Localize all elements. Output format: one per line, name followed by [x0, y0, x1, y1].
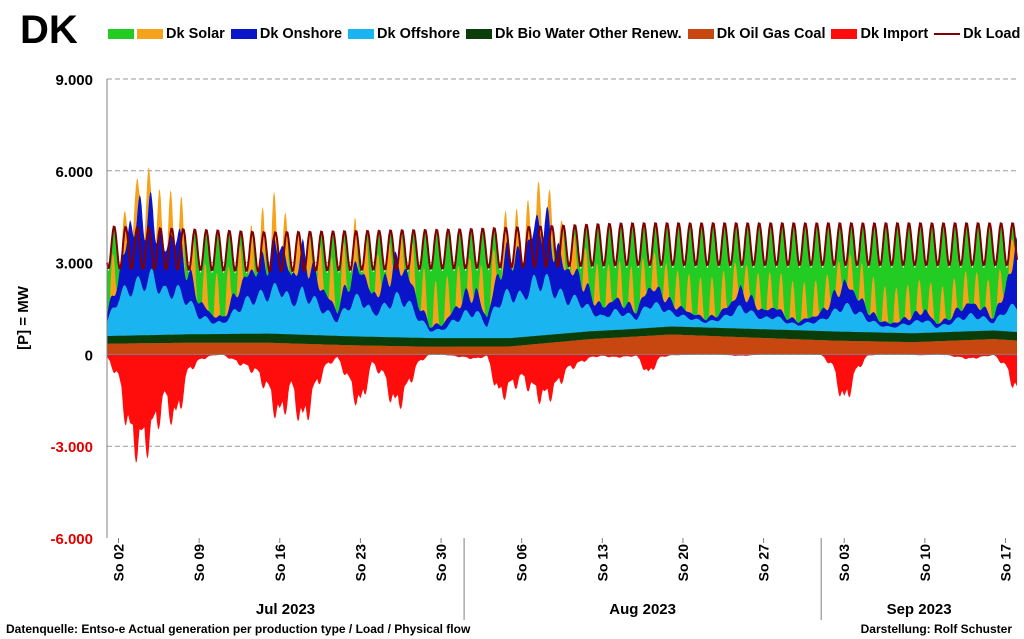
- legend-label-fossil: Dk Oil Gas Coal: [716, 26, 826, 42]
- source-note: Datenquelle: Entso-e Actual generation p…: [6, 622, 471, 636]
- line-load: [106, 222, 1018, 273]
- x-tick-label: So 09: [191, 544, 207, 582]
- legend-label-offshore: Dk Offshore: [377, 26, 461, 42]
- legend-item-load: Dk Load: [934, 26, 1020, 42]
- month-label: Aug 2023: [609, 601, 676, 618]
- month-label: Sep 2023: [887, 601, 952, 618]
- area-import: [107, 354, 1017, 463]
- x-tick-label: So 27: [756, 544, 772, 582]
- legend-swatch-solar: [137, 29, 163, 39]
- x-tick-label: So 10: [917, 544, 933, 582]
- y-tick-label: 9.000: [55, 72, 93, 89]
- y-tick-label: -3.000: [50, 439, 93, 456]
- legend: Dk Solar Dk Onshore Dk Offshore Dk Bio W…: [108, 26, 1024, 42]
- y-axis-label: [P] = MW: [15, 285, 32, 350]
- axes: 9.000 6.000 3.000 0 -3.000 -6.000 So 02 So 09 So…: [50, 72, 1017, 620]
- area-fossil: [107, 334, 1017, 355]
- y-tick-label: 0: [85, 347, 93, 364]
- legend-label-onshore: Dk Onshore: [259, 26, 343, 42]
- y-tick-label: 6.000: [55, 164, 93, 181]
- x-tick-label: So 16: [272, 544, 288, 582]
- area-series: [107, 168, 1017, 463]
- legend-label-import: Dk Import: [860, 26, 929, 42]
- x-tick-label: So 06: [514, 544, 530, 582]
- credit-note: Darstellung: Rolf Schuster: [860, 622, 1012, 636]
- x-tick-label: So 30: [433, 544, 449, 582]
- legend-swatch-green-fill: [108, 29, 134, 39]
- area-solar: [107, 168, 1017, 328]
- legend-swatch-bio: [466, 29, 493, 39]
- legend-label-solar: Dk Solar: [166, 26, 225, 42]
- x-tick-label: So 20: [675, 544, 691, 582]
- legend-swatch-load: [934, 33, 961, 35]
- legend-swatch-import: [831, 29, 858, 39]
- x-tick-label: So 02: [111, 544, 127, 582]
- legend-swatch-offshore: [348, 29, 375, 39]
- month-label: Jul 2023: [256, 601, 315, 618]
- legend-item-onshore: Dk Onshore: [230, 26, 343, 42]
- legend-item-solar: Dk Solar: [108, 26, 225, 42]
- area-onshore: [107, 192, 1017, 332]
- x-tick-label: So 23: [352, 544, 368, 582]
- legend-item-import: Dk Import: [831, 26, 928, 42]
- x-tick-label: So 03: [836, 544, 852, 582]
- legend-label-bio: Dk Bio Water Other Renew.: [495, 26, 682, 42]
- y-tick-label: 3.000: [55, 256, 93, 273]
- area-offshore: [107, 268, 1017, 339]
- legend-swatch-fossil: [687, 29, 714, 39]
- chart-title: DK: [20, 8, 78, 52]
- legend-item-bio: Dk Bio Water Other Renew.: [466, 26, 682, 42]
- x-tick-label: So 13: [594, 544, 610, 582]
- y-tick-label: -6.000: [50, 531, 93, 548]
- legend-label-load: Dk Load: [963, 26, 1021, 42]
- x-tick-label: So 17: [997, 544, 1013, 582]
- load-line: [106, 222, 1018, 273]
- area-bio: [107, 326, 1017, 347]
- legend-swatch-onshore: [230, 29, 257, 39]
- legend-item-offshore: Dk Offshore: [348, 26, 460, 42]
- legend-item-fossil: Dk Oil Gas Coal: [687, 26, 826, 42]
